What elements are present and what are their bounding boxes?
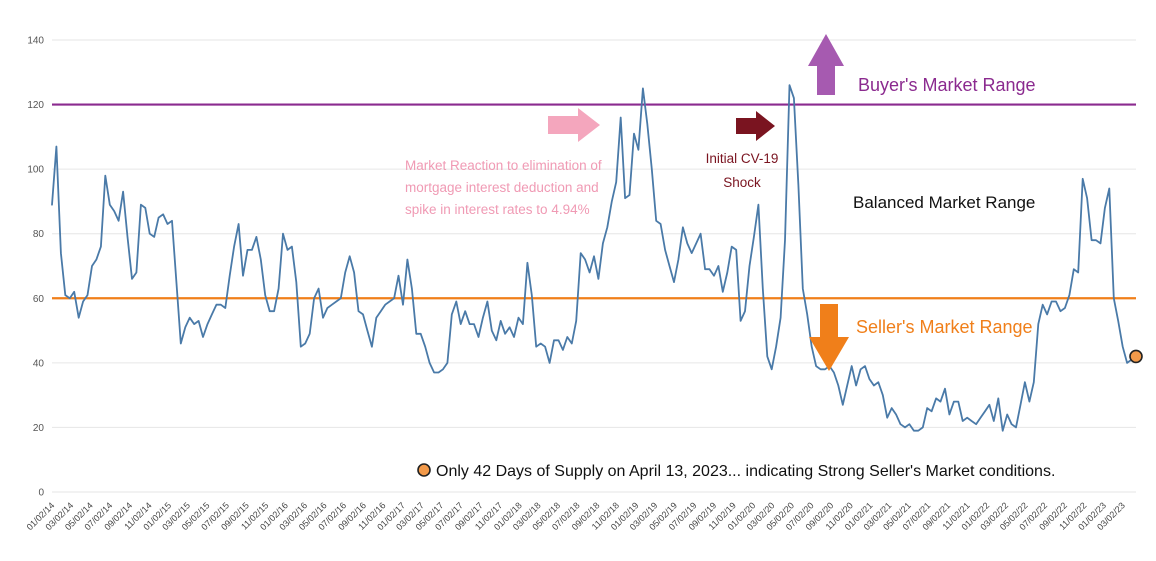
mortgage-annotation-line-1: Market Reaction to elimination of [405, 158, 602, 173]
gridlines [52, 39, 1136, 493]
mortgage-annotation-line-2: mortgage interest deduction and [405, 180, 599, 195]
x-axis: 01/02/1403/02/1405/02/1407/02/1409/02/14… [25, 500, 1127, 532]
buyer-up-arrow-icon [808, 34, 844, 95]
reference-lines [52, 103, 1136, 300]
seller-down-arrow-icon [809, 304, 849, 371]
supply-note: Only 42 Days of Supply on April 13, 2023… [436, 463, 1055, 480]
seller-market-label: Seller's Market Range [856, 317, 1033, 337]
pink-right-arrow-icon [548, 108, 600, 142]
latest-value-point [1129, 349, 1143, 364]
cv19-annotation-line-2: Shock [723, 175, 761, 190]
y-tick-label: 140 [27, 36, 44, 47]
y-tick-label: 120 [27, 100, 44, 111]
y-tick-label: 20 [33, 423, 45, 434]
buyer-market-label: Buyer's Market Range [858, 75, 1036, 95]
note-marker-icon [417, 463, 431, 477]
balanced-market-label: Balanced Market Range [853, 193, 1035, 212]
days-of-supply-series-line [51, 84, 1137, 432]
y-tick-label: 60 [33, 294, 45, 305]
y-tick-label: 80 [33, 229, 45, 240]
y-tick-label: 100 [27, 165, 44, 176]
mortgage-annotation-line-3: spike in interest rates to 4.94% [405, 202, 590, 217]
y-axis: 0 20 40 60 80 100 120 140 [27, 36, 44, 499]
maroon-right-arrow-icon [736, 111, 775, 141]
cv19-annotation-line-1: Initial CV-19 [706, 151, 779, 166]
y-tick-label: 40 [33, 358, 45, 369]
annotations: Buyer's Market Range Market Reaction to … [405, 34, 1055, 480]
y-tick-label: 0 [38, 488, 44, 499]
series-layer [51, 84, 1143, 432]
